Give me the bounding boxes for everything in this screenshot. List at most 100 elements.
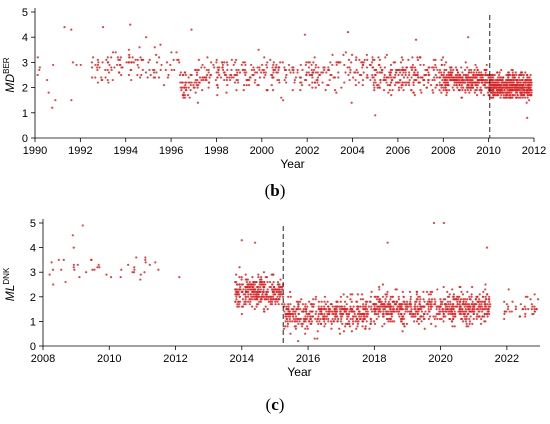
data-point	[369, 78, 372, 82]
data-point	[346, 295, 349, 298]
data-point	[400, 303, 404, 306]
data-point	[118, 71, 121, 74]
data-point	[488, 298, 491, 301]
data-point	[218, 73, 221, 77]
data-point	[312, 71, 315, 74]
data-point	[459, 305, 462, 308]
data-point	[250, 68, 254, 72]
data-point	[427, 78, 430, 82]
data-point	[97, 263, 100, 266]
data-point	[339, 300, 342, 303]
data-point	[275, 71, 278, 74]
data-point	[195, 81, 198, 84]
data-point	[135, 256, 138, 259]
data-point	[480, 91, 483, 94]
data-point	[243, 61, 246, 64]
x-axis-title: Year	[287, 365, 311, 379]
data-point	[358, 312, 361, 316]
data-point	[258, 295, 261, 298]
data-point	[300, 83, 304, 87]
x-tick-label: 2002	[295, 145, 319, 157]
y-tick-label: 1	[22, 108, 28, 120]
data-point	[197, 68, 200, 72]
data-point	[259, 298, 263, 301]
data-point	[442, 312, 445, 316]
data-point	[337, 317, 340, 321]
data-point	[473, 303, 476, 306]
data-point	[510, 78, 513, 82]
data-point	[484, 73, 487, 77]
data-point	[302, 320, 306, 323]
data-point	[238, 283, 241, 286]
data-point	[331, 317, 334, 321]
data-point	[404, 71, 407, 74]
data-point	[96, 266, 99, 269]
data-point	[525, 101, 528, 104]
data-point	[358, 58, 361, 61]
data-point	[486, 78, 489, 82]
data-point	[217, 68, 220, 72]
data-point	[379, 81, 382, 84]
data-point	[320, 310, 323, 313]
data-point	[282, 327, 286, 330]
data-point	[526, 94, 529, 97]
data-point	[452, 89, 455, 92]
x-tick-label: 2008	[431, 145, 455, 157]
data-point	[232, 76, 235, 79]
data-point	[438, 76, 441, 79]
data-point	[441, 300, 444, 303]
data-point	[500, 94, 503, 97]
data-point	[457, 81, 460, 84]
data-point	[429, 308, 432, 311]
data-point	[237, 68, 240, 72]
data-point	[259, 280, 262, 284]
data-point	[389, 308, 392, 311]
data-point	[520, 83, 524, 87]
data-point	[203, 66, 206, 69]
data-point	[189, 89, 192, 92]
data-point	[225, 76, 229, 79]
data-point	[496, 71, 499, 74]
data-point	[476, 68, 479, 72]
data-point	[335, 91, 338, 94]
data-point	[381, 312, 384, 316]
data-point	[527, 91, 530, 94]
data-point	[409, 310, 413, 313]
x-tick-label: 2012	[163, 353, 187, 365]
data-point	[287, 303, 290, 306]
data-point	[284, 76, 287, 79]
data-point	[436, 317, 439, 321]
data-point	[301, 68, 304, 72]
data-point	[177, 58, 180, 61]
data-point	[296, 71, 299, 74]
data-point	[458, 285, 461, 289]
data-point	[369, 317, 373, 321]
data-point	[515, 73, 518, 77]
data-point	[195, 83, 198, 87]
data-point	[373, 86, 376, 89]
data-point	[207, 86, 210, 89]
data-point	[349, 317, 352, 321]
data-point	[361, 325, 364, 328]
data-point	[107, 61, 110, 64]
data-point	[507, 288, 510, 291]
data-point	[454, 81, 458, 84]
data-point	[60, 268, 63, 271]
data-point	[374, 68, 378, 72]
data-point	[465, 325, 468, 328]
data-point	[201, 89, 204, 92]
data-point	[463, 310, 466, 313]
data-point	[448, 310, 451, 313]
data-point	[294, 317, 298, 321]
data-point	[304, 317, 307, 321]
data-point	[276, 295, 279, 298]
data-point	[311, 305, 314, 308]
data-point	[433, 298, 436, 301]
data-point	[405, 322, 409, 325]
data-point	[292, 308, 295, 311]
data-point	[513, 78, 516, 82]
data-point	[235, 58, 238, 61]
data-point	[401, 68, 404, 72]
data-point	[509, 73, 512, 77]
data-point	[72, 266, 75, 269]
